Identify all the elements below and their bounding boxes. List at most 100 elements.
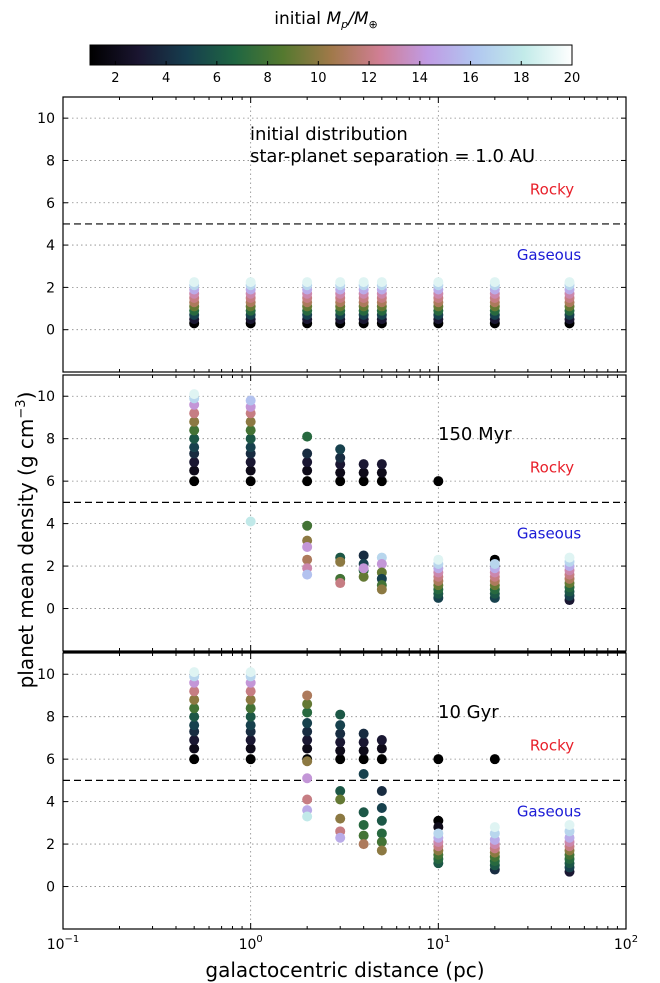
data-point: [433, 277, 444, 288]
scatter-points: [189, 389, 575, 606]
colorbar-tick: 10: [310, 61, 327, 86]
data-point: [376, 558, 387, 569]
data-point: [335, 786, 346, 796]
data-point: [335, 794, 346, 805]
data-point: [376, 802, 387, 813]
data-point: [189, 711, 200, 722]
rocky-label: Rocky: [530, 737, 574, 755]
y-ticks: 0 2 4 6 8 10: [37, 667, 626, 896]
data-point: [189, 735, 200, 746]
data-point: [189, 703, 200, 714]
y-tick-label: 2: [46, 837, 55, 853]
data-point: [302, 707, 313, 718]
data-point: [358, 745, 369, 756]
data-point: [302, 465, 313, 476]
data-point: [302, 756, 313, 767]
data-point: [358, 769, 369, 780]
y-tick-label: 10: [37, 667, 55, 683]
data-point: [564, 277, 575, 288]
data-point: [376, 786, 387, 796]
data-point: [376, 459, 387, 470]
data-point: [189, 457, 200, 468]
colorbar-tick-label: 14: [412, 71, 429, 86]
y-tick-label: 4: [46, 238, 55, 254]
data-point: [335, 720, 346, 731]
colorbar-tick: 14: [412, 61, 429, 86]
data-point: [245, 433, 256, 444]
data-point: [189, 720, 200, 731]
data-point: [245, 720, 256, 731]
data-point: [302, 794, 313, 805]
data-point: [302, 726, 313, 737]
data-point: [335, 476, 346, 487]
colorbar-ticks: 2 4 6 8 10 12 14 16 18 20: [111, 61, 580, 86]
y-tick-label: 6: [46, 752, 55, 768]
y-tick-label: 10: [37, 111, 55, 127]
colorbar-tick-label: 2: [111, 71, 119, 86]
x-ticks: 10−1 100 101 102: [47, 653, 638, 953]
data-point: [245, 516, 256, 527]
data-point: [245, 694, 256, 705]
series-distance: [358, 459, 369, 582]
data-point: [376, 845, 387, 856]
data-point: [302, 735, 313, 746]
gaseous-label: Gaseous: [517, 246, 582, 264]
data-point: [302, 690, 313, 701]
series-distance: [489, 277, 500, 329]
data-point: [358, 728, 369, 739]
series-distance: [335, 444, 346, 589]
y-tick-label: 8: [46, 710, 55, 726]
colorbar-tick-label: 16: [462, 71, 479, 86]
data-point: [245, 465, 256, 476]
y-tick-label: 0: [46, 880, 55, 896]
data-point: [189, 408, 200, 419]
panel-1: 0 2 4 6 8 10 Rocky Gaseous initial distributions…: [37, 96, 627, 373]
data-point: [564, 552, 575, 563]
data-point: [245, 425, 256, 436]
data-point: [189, 754, 200, 765]
data-point: [376, 735, 387, 746]
y-tick-label: 10: [37, 389, 55, 405]
data-point: [376, 584, 387, 595]
y-tick-label: 8: [46, 153, 55, 169]
data-point: [302, 476, 313, 487]
data-point: [358, 550, 369, 561]
data-point: [335, 277, 346, 288]
data-point: [376, 836, 387, 847]
colorbar-tick-label: 20: [564, 71, 581, 86]
data-point: [245, 442, 256, 453]
data-point: [358, 819, 369, 830]
data-point: [245, 277, 256, 288]
panel-annotation: 150 Myr: [438, 424, 512, 445]
data-point: [245, 457, 256, 468]
data-point: [489, 277, 500, 288]
series-distance: [376, 459, 387, 595]
y-tick-label: 8: [46, 432, 55, 448]
colorbar-tick: 20: [564, 61, 581, 86]
scatter-points: [189, 277, 575, 329]
rocky-label: Rocky: [530, 180, 574, 198]
data-point: [189, 694, 200, 705]
data-point: [358, 571, 369, 582]
data-point: [302, 554, 313, 565]
panel-annotation: initial distribution: [250, 124, 408, 145]
colorbar-tick-label: 4: [162, 71, 170, 86]
series-distance: [302, 277, 313, 329]
data-point: [564, 819, 575, 830]
data-point: [358, 754, 369, 765]
axes-frame: [62, 96, 627, 373]
y-tick-label: 2: [46, 280, 55, 296]
colorbar-tick: 2: [111, 61, 120, 86]
data-point: [189, 389, 200, 400]
panel-annotation: star-planet separation = 1.0 AU: [250, 146, 535, 167]
series-distance: [189, 389, 200, 487]
colorbar-tick: 12: [361, 61, 377, 86]
panel-3: 0 2 4 6 8 10 10−1 100 101 102 Rocky Gaseous 10 Gyr: [37, 652, 638, 953]
data-point: [189, 476, 200, 487]
gaseous-label: Gaseous: [517, 524, 582, 542]
y-tick-label: 6: [46, 196, 55, 212]
colorbar-tick: 16: [462, 61, 479, 86]
series-distance: [189, 277, 200, 329]
data-point: [245, 735, 256, 746]
series-distance: [376, 735, 387, 856]
